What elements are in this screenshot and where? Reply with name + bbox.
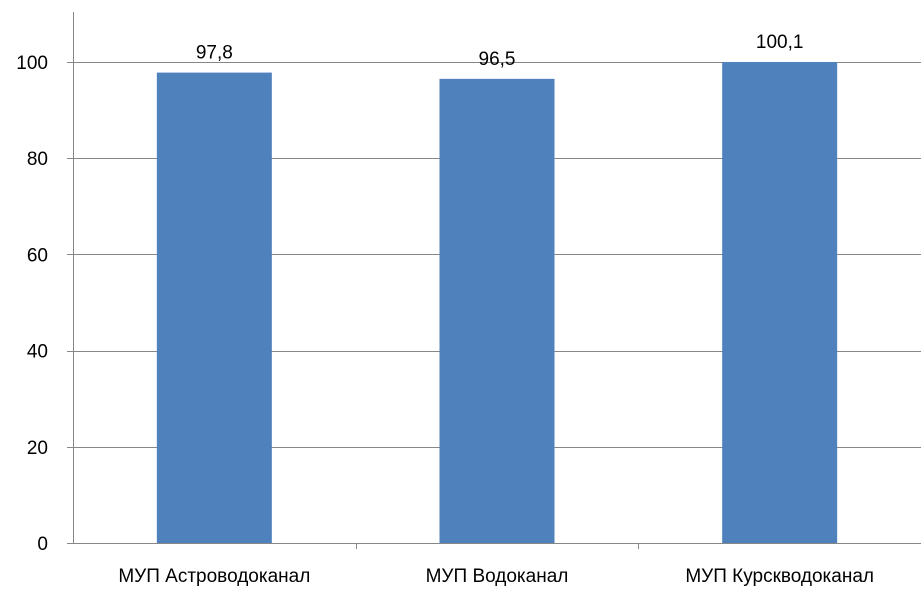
bar-1 bbox=[156, 72, 272, 543]
category-label-1: МУП Астроводоканал bbox=[118, 566, 310, 587]
y-tick-label-40: 40 bbox=[27, 342, 48, 363]
category-label-2: МУП Водоканал bbox=[426, 566, 569, 587]
y-tick-label-60: 60 bbox=[27, 245, 48, 266]
y-tick-label-100: 100 bbox=[16, 53, 48, 74]
labels: 0 20 40 60 80 100 97,8 МУП Астроводоканал 96,5 МУ… bbox=[16, 32, 874, 587]
axes bbox=[67, 12, 921, 549]
data-label-3: 100,1 bbox=[756, 32, 804, 53]
bars bbox=[156, 62, 838, 544]
category-label-3: МУП Курскводоканал bbox=[685, 566, 874, 587]
y-tick-label-80: 80 bbox=[27, 149, 48, 170]
bar-2 bbox=[439, 78, 555, 544]
y-tick-label-0: 0 bbox=[37, 534, 48, 555]
data-label-2: 96,5 bbox=[479, 49, 516, 70]
bar-3 bbox=[722, 62, 838, 543]
y-tick-label-20: 20 bbox=[27, 438, 48, 459]
data-label-1: 97,8 bbox=[196, 43, 233, 64]
